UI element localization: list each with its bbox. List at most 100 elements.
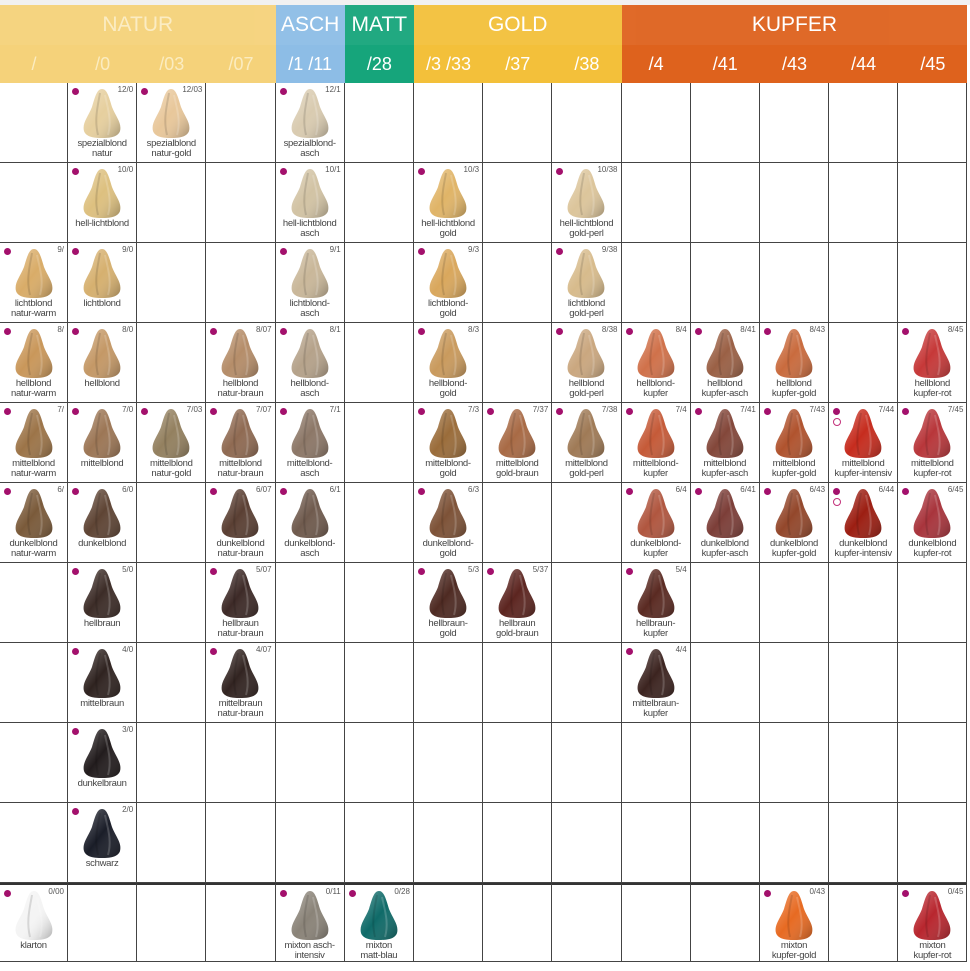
color-swatch-cell[interactable]: 5/37 hellbraun gold-braun [483,563,553,643]
color-swatch-cell[interactable]: 9/lichtblond natur-warm [0,243,68,323]
color-swatch-cell[interactable]: 7/41 mittelblond kupfer-asch [690,403,760,483]
color-swatch-cell[interactable]: 8/1 hellblond- asch [275,323,345,403]
color-swatch-cell[interactable]: 12/03 spezialblond natur-gold [137,83,207,163]
shade-code: 8/43 [809,325,826,334]
color-swatch-cell[interactable]: 4/0 mittelbraun [68,643,138,723]
hair-swatch-icon [152,409,190,458]
empty-cell [275,723,345,803]
shade-name: mittelblond- gold [425,458,471,479]
empty-cell [759,83,830,163]
color-swatch-cell[interactable]: 0/00 klarton [0,883,68,962]
color-swatch-cell[interactable]: 10/1 hell-lichtblond asch [275,163,345,243]
color-swatch-cell[interactable]: 8/0 hellblond [68,323,138,403]
color-swatch-cell[interactable]: 12/1 spezialblond- asch [275,83,345,163]
shade-name: hellbraun natur-braun [217,618,264,639]
color-swatch-cell[interactable]: 6/07 dunkelblond natur-braun [206,483,276,563]
color-swatch-cell[interactable]: 6/41 dunkelblond kupfer-asch [690,483,760,563]
color-swatch-cell[interactable]: 0/11 mixton asch- intensiv [275,883,345,962]
hair-swatch-icon [83,249,121,298]
hair-swatch-icon [844,489,882,538]
empty-cell [690,803,760,883]
shade-name: schwarz [85,858,119,869]
shade-code: 5/3 [468,565,480,574]
color-swatch-cell[interactable]: 7/43 mittelblond kupfer-gold [759,403,830,483]
color-swatch-cell[interactable]: 10/38 hell-lichtblond gold-perl [552,163,622,243]
empty-cell [483,163,553,243]
color-swatch-cell[interactable]: 8/41 hellblond kupfer-asch [690,323,760,403]
column-header: / [0,45,68,83]
color-swatch-cell[interactable]: 7/38 mittelblond gold-perl [552,403,622,483]
color-swatch-cell[interactable]: 4/4 mittelbraun- kupfer [621,643,691,723]
color-swatch-cell[interactable]: 7/4 mittelblond- kupfer [621,403,691,483]
color-swatch-cell[interactable]: 6/1 dunkelblond- asch [275,483,345,563]
color-swatch-cell[interactable]: 8/4 hellblond- kupfer [621,323,691,403]
column-header: /1 /11 [275,45,345,83]
color-swatch-cell[interactable]: 6/0 dunkelblond [68,483,138,563]
color-swatch-cell[interactable]: 0/43 mixton kupfer-gold [759,883,830,962]
color-swatch-cell[interactable]: 10/0 hell-lichtblond [68,163,138,243]
color-swatch-cell[interactable]: 0/28 mixton matt-blau [344,883,414,962]
color-swatch-cell[interactable]: 8/43 hellblond kupfer-gold [759,323,830,403]
color-swatch-cell[interactable]: 7/03 mittelblond natur-gold [137,403,207,483]
empty-cell [621,243,691,323]
color-swatch-cell[interactable]: 7/45 mittelblond kupfer-rot [898,403,968,483]
shade-code: 8/3 [468,325,480,334]
empty-cell [413,643,484,723]
color-swatch-cell[interactable]: 8/3 hellblond- gold [413,323,484,403]
color-swatch-cell[interactable]: 9/0 lichtblond [68,243,138,323]
shade-code: 4/4 [675,645,687,654]
color-swatch-cell[interactable]: 5/3 hellbraun- gold [413,563,484,643]
hair-swatch-icon [637,569,674,618]
empty-cell [344,643,414,723]
color-swatch-cell[interactable]: 5/0 hellbraun [68,563,138,643]
color-swatch-cell[interactable]: 9/3 lichtblond- gold [413,243,484,323]
chart-body: 12/0 spezialblond natur 12/03 spezialblond … [0,83,970,962]
color-swatch-cell[interactable]: 6/4 dunkelblond- kupfer [621,483,691,563]
empty-cell [0,803,68,883]
color-swatch-cell[interactable]: 6/44 dunkelblond kupfer-intensiv [829,483,899,563]
color-swatch-cell[interactable]: 2/0 schwarz [68,803,138,883]
color-swatch-cell[interactable]: 7/3 mittelblond- gold [413,403,484,483]
color-swatch-cell[interactable]: 4/07 mittelbraun natur-braun [206,643,276,723]
color-swatch-cell[interactable]: 7/0 mittelblond [68,403,138,483]
availability-dot-icon [625,408,633,415]
color-swatch-cell[interactable]: 9/38 lichtblond gold-perl [552,243,622,323]
color-swatch-cell[interactable]: 7/mittelblond natur-warm [0,403,68,483]
color-swatch-cell[interactable]: 10/3 hell-lichtblond gold [413,163,484,243]
color-swatch-cell[interactable]: 9/1 lichtblond- asch [275,243,345,323]
availability-dot-icon [279,890,287,897]
availability-dot-icon [902,488,910,495]
color-swatch-cell[interactable]: 7/07 mittelblond natur-braun [206,403,276,483]
empty-cell [0,723,68,803]
color-swatch-cell[interactable]: 7/1 mittelblond- asch [275,403,345,483]
shade-code: 8/38 [601,325,618,334]
color-swatch-cell[interactable]: 12/0 spezialblond natur [68,83,138,163]
color-swatch-cell[interactable]: 8/07 hellblond natur-braun [206,323,276,403]
shade-name: dunkelbraun [77,778,127,789]
shade-code: 5/37 [532,565,549,574]
group-header-row: NATUR ASCH MATT GOLD KUPFER [0,5,968,45]
color-swatch-cell[interactable]: 7/44 mittelblond kupfer-intensiv [829,403,899,483]
shade-name: dunkelblond natur-braun [216,538,265,559]
color-swatch-cell[interactable]: 5/4 hellbraun- kupfer [621,563,691,643]
hair-swatch-icon [637,329,674,378]
empty-cell [759,803,830,883]
shade-code: 10/1 [325,165,341,174]
shade-name: mittelbraun [80,698,124,709]
color-swatch-cell[interactable]: 6/43 dunkelblond kupfer-gold [759,483,830,563]
shade-name: mittelblond natur-warm [10,458,57,479]
hair-swatch-icon [222,569,259,618]
hair-swatch-icon [913,891,951,940]
color-swatch-cell[interactable]: 3/0 dunkelbraun [68,723,138,803]
color-swatch-cell[interactable]: 6/dunkelblond natur-warm [0,483,68,563]
availability-dot-icon [902,328,910,335]
color-swatch-cell[interactable]: 8/38 hellblond gold-perl [552,323,622,403]
color-swatch-cell[interactable]: 6/45 dunkelblond kupfer-rot [898,483,968,563]
color-swatch-cell[interactable]: 0/45 mixton kupfer-rot [898,883,968,962]
color-swatch-cell[interactable]: 8/hellblond natur-warm [0,323,68,403]
hair-swatch-icon [83,89,121,138]
color-swatch-cell[interactable]: 7/37 mittelblond gold-braun [483,403,553,483]
color-swatch-cell[interactable]: 8/45 hellblond kupfer-rot [898,323,968,403]
color-swatch-cell[interactable]: 6/3 dunkelblond- gold [413,483,484,563]
color-swatch-cell[interactable]: 5/07 hellbraun natur-braun [206,563,276,643]
